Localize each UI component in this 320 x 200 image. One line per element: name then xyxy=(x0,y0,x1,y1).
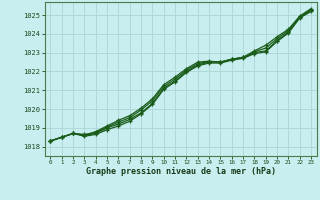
X-axis label: Graphe pression niveau de la mer (hPa): Graphe pression niveau de la mer (hPa) xyxy=(86,167,276,176)
